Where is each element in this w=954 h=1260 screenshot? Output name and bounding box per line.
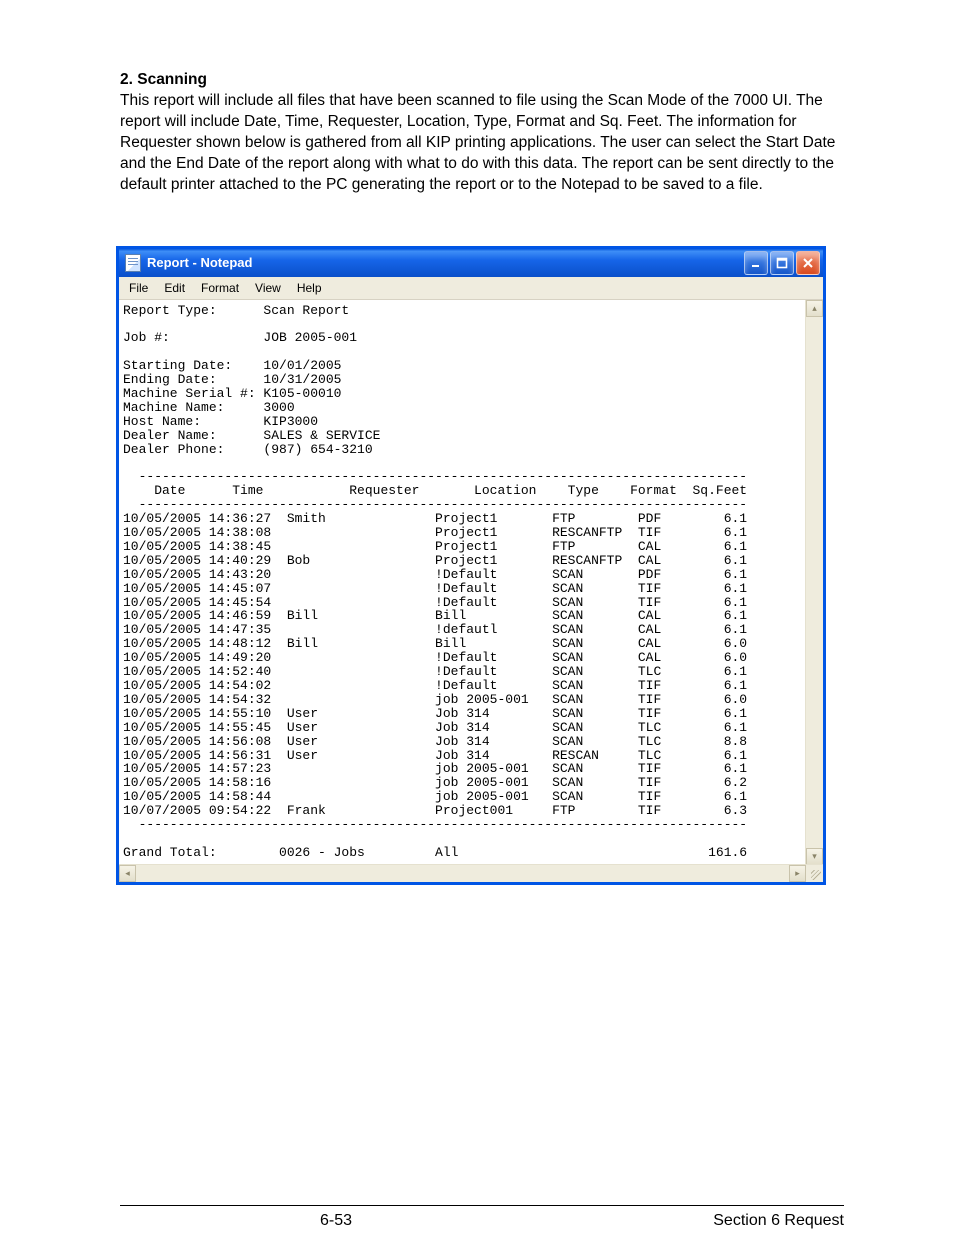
section-label: Section 6 Request [713, 1212, 844, 1230]
close-button[interactable] [796, 251, 820, 275]
menu-edit[interactable]: Edit [158, 280, 191, 296]
scroll-down-icon[interactable]: ▾ [806, 848, 823, 865]
resize-grip-icon[interactable] [806, 865, 823, 882]
menu-help[interactable]: Help [291, 280, 328, 296]
menu-file[interactable]: File [123, 280, 154, 296]
scroll-up-icon[interactable]: ▴ [806, 300, 823, 317]
page-number: 6-53 [320, 1212, 352, 1230]
page-footer: 6-53 Section 6 Request [120, 1205, 844, 1230]
section-heading: 2. Scanning [120, 71, 207, 88]
notepad-text-area[interactable]: Report Type: Scan Report Job #: JOB 2005… [119, 300, 823, 876]
window-title: Report - Notepad [147, 255, 252, 270]
vertical-scrollbar[interactable]: ▴ ▾ [805, 300, 823, 865]
menubar: File Edit Format View Help [119, 277, 823, 300]
section-paragraph: This report will include all files that … [120, 92, 835, 193]
titlebar[interactable]: Report - Notepad [119, 249, 823, 277]
menu-view[interactable]: View [249, 280, 287, 296]
scroll-left-icon[interactable]: ◂ [119, 865, 136, 882]
document-icon [125, 254, 141, 272]
horizontal-scrollbar[interactable]: ◂ ▸ [119, 864, 823, 882]
notepad-window: Report - Notepad File Edit Format View H… [116, 246, 826, 885]
scroll-right-icon[interactable]: ▸ [789, 865, 806, 882]
menu-format[interactable]: Format [195, 280, 245, 296]
minimize-button[interactable] [744, 251, 768, 275]
maximize-button[interactable] [770, 251, 794, 275]
